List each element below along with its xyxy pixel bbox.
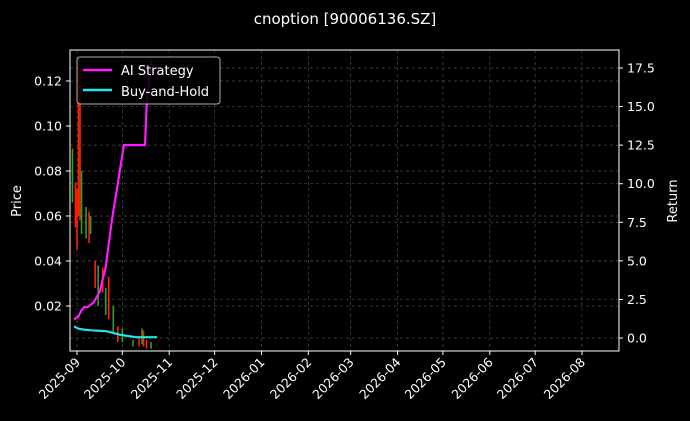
return-axis: 0.0 2.5 5.0 7.5 10.0 12.5 15.0 17.5 — [619, 60, 655, 346]
price-axis-label: Price — [10, 185, 25, 217]
plot-frame — [69, 49, 620, 352]
return-axis-label: Return — [666, 179, 681, 222]
series-ai-strategy — [73, 60, 153, 321]
return-tick-label: 10.0 — [627, 176, 655, 191]
price-tick-label: 0.06 — [34, 209, 62, 224]
chart-title: cnoption [90006136.SZ] — [254, 10, 437, 28]
series-buy-and-hold — [73, 325, 158, 339]
return-tick-label: 5.0 — [627, 253, 647, 268]
price-tick-label: 0.10 — [34, 119, 62, 134]
legend-label-buy-and-hold: Buy-and-Hold — [121, 85, 209, 100]
legend: AI Strategy Buy-and-Hold — [76, 56, 221, 105]
price-tick-label: 0.02 — [34, 299, 62, 314]
price-tick-label: 0.04 — [34, 254, 62, 269]
return-tick-label: 2.5 — [627, 292, 647, 307]
return-tick-label: 17.5 — [627, 60, 655, 75]
return-tick-label: 7.5 — [627, 215, 647, 230]
return-tick-label: 0.0 — [627, 331, 647, 346]
return-lines — [73, 60, 158, 339]
return-tick-label: 12.5 — [627, 138, 655, 153]
price-tick-label: 0.08 — [34, 164, 62, 179]
return-tick-label: 15.0 — [627, 99, 655, 114]
price-tick-label: 0.12 — [34, 74, 62, 89]
legend-label-ai-strategy: AI Strategy — [121, 64, 194, 79]
price-axis: 0.02 0.04 0.06 0.08 0.10 0.12 — [34, 74, 70, 314]
